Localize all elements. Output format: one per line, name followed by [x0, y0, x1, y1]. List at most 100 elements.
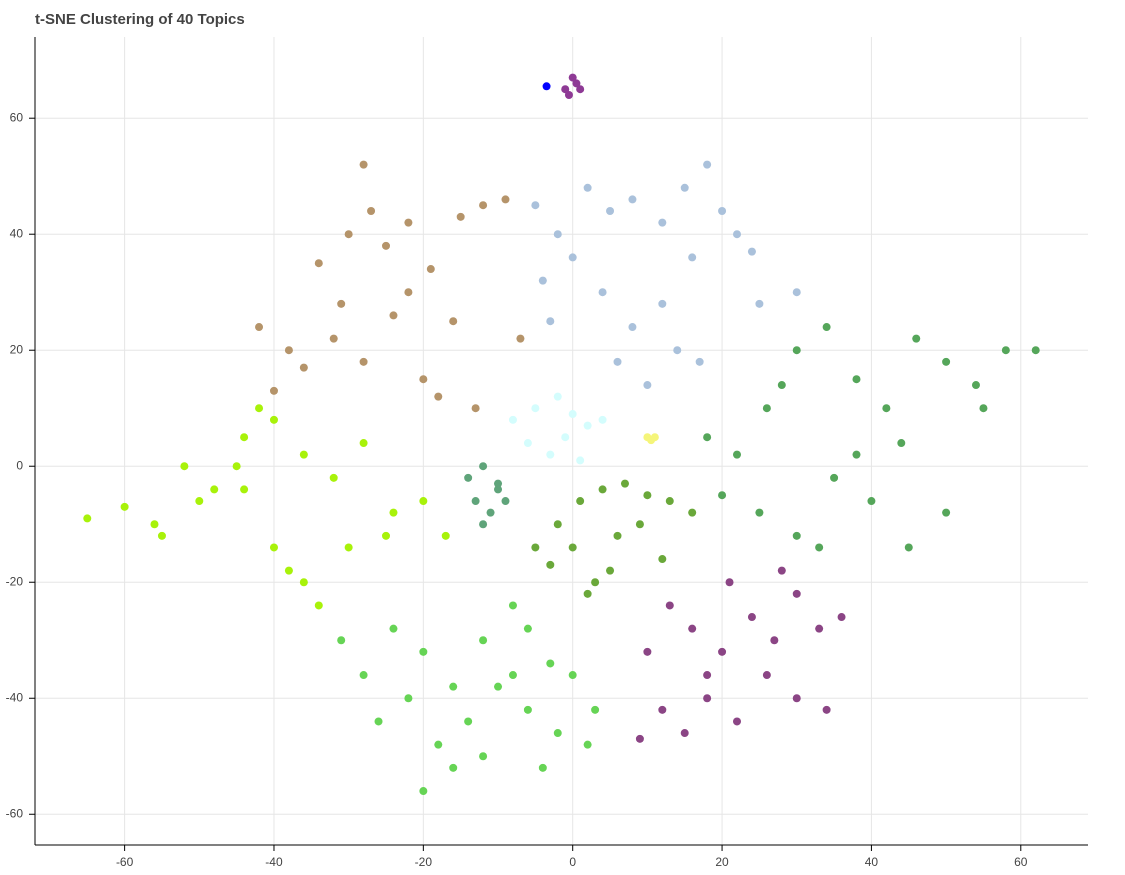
point	[867, 497, 876, 506]
point	[479, 462, 488, 471]
point	[572, 79, 581, 88]
point	[576, 497, 585, 506]
x-tick-label: 20	[715, 855, 729, 869]
point	[359, 439, 368, 448]
point	[568, 671, 577, 680]
point	[404, 694, 413, 703]
point	[703, 694, 712, 703]
point	[344, 230, 353, 239]
point	[419, 497, 428, 506]
point	[1031, 346, 1040, 355]
point	[762, 671, 771, 680]
point	[904, 543, 913, 552]
point	[635, 520, 644, 529]
point	[777, 566, 786, 575]
point	[576, 85, 585, 94]
point	[688, 508, 697, 517]
point	[546, 659, 555, 668]
point	[180, 462, 189, 471]
y-tick-label: -60	[6, 806, 24, 820]
point	[240, 485, 249, 494]
point	[658, 555, 667, 564]
point	[591, 578, 600, 587]
point	[419, 647, 428, 656]
point	[613, 531, 622, 540]
point	[531, 404, 540, 413]
point	[613, 357, 622, 366]
point	[546, 560, 555, 569]
point	[755, 508, 764, 517]
point	[583, 740, 592, 749]
point	[912, 334, 921, 343]
point	[419, 375, 428, 384]
point	[508, 601, 517, 610]
point	[471, 404, 480, 413]
point	[852, 450, 861, 459]
y-tick-label: 40	[10, 226, 24, 240]
point	[464, 717, 473, 726]
point	[486, 508, 495, 517]
point	[404, 288, 413, 297]
point	[665, 497, 674, 506]
point	[523, 624, 532, 633]
point	[837, 613, 846, 622]
point	[583, 183, 592, 192]
point	[733, 717, 741, 726]
point	[157, 531, 166, 540]
point	[284, 346, 293, 355]
point	[688, 253, 697, 262]
point	[725, 578, 734, 587]
point	[269, 415, 278, 424]
point	[762, 404, 771, 413]
point	[83, 514, 92, 523]
point	[822, 323, 831, 332]
point	[314, 601, 323, 610]
point	[643, 647, 652, 656]
point	[792, 694, 801, 703]
y-tick-label: 60	[10, 110, 24, 124]
point	[389, 311, 398, 320]
point	[718, 647, 727, 656]
x-tick-label: 40	[865, 855, 879, 869]
point	[299, 450, 308, 459]
point	[501, 195, 510, 204]
point	[434, 740, 443, 749]
point	[568, 73, 577, 82]
point	[494, 485, 503, 494]
point	[553, 392, 562, 401]
point	[299, 578, 308, 587]
point	[1001, 346, 1010, 355]
point	[150, 520, 159, 529]
point	[635, 734, 644, 743]
x-tick-label: -60	[116, 855, 134, 869]
point	[688, 624, 697, 633]
point	[359, 671, 368, 680]
point	[942, 508, 951, 517]
point	[591, 705, 600, 714]
point	[382, 241, 390, 250]
point	[269, 543, 278, 552]
point	[494, 479, 503, 488]
point	[568, 410, 577, 419]
point	[747, 247, 756, 256]
point	[479, 520, 488, 529]
point	[195, 497, 204, 506]
point	[561, 85, 570, 94]
point	[792, 531, 801, 540]
y-tick-label: 0	[16, 458, 23, 472]
point	[269, 386, 278, 395]
point	[598, 415, 607, 424]
y-tick-label: 20	[10, 342, 24, 356]
point	[479, 636, 488, 645]
point	[561, 433, 570, 442]
point	[284, 566, 293, 575]
point	[494, 682, 503, 691]
point	[897, 439, 906, 448]
point	[456, 212, 465, 221]
point	[564, 91, 573, 100]
point	[747, 613, 756, 622]
point	[531, 201, 540, 210]
point	[695, 357, 704, 366]
point	[523, 705, 532, 714]
point	[852, 375, 861, 384]
